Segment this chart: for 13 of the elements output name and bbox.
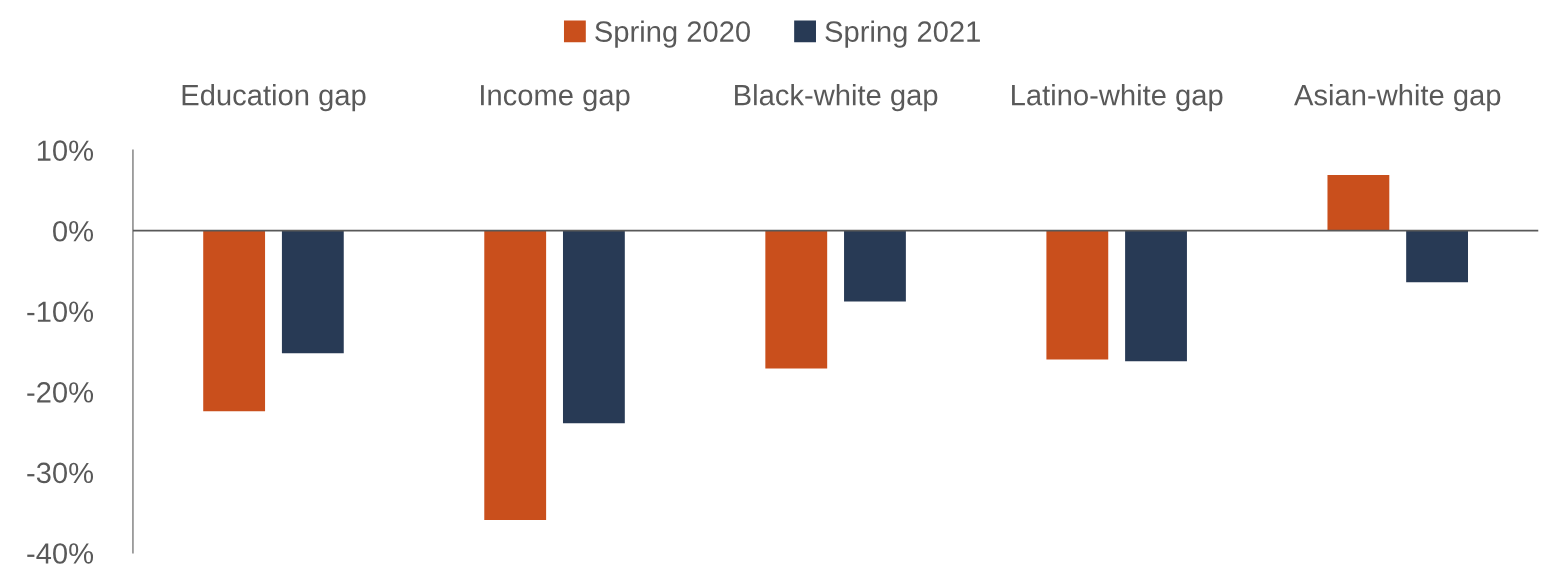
y-tick-label: 10%: [37, 140, 94, 161]
legend-label: Spring 2021: [825, 20, 980, 48]
y-tick-label: -30%: [27, 462, 94, 484]
x-tick-label: Asian-white gap: [1294, 84, 1501, 112]
x-tick-label: Black-white gap: [735, 84, 938, 112]
x-tick-label: Education gap: [182, 84, 366, 112]
y-tick-label: -20%: [27, 382, 94, 403]
legend-label: Spring 2020: [595, 20, 750, 48]
x-tick-label: Latino-white gap: [1012, 84, 1223, 112]
y-tick-label: 0%: [53, 220, 94, 242]
y-tick-label: -10%: [27, 301, 94, 323]
x-tick-label: Income gap: [481, 85, 630, 112]
y-tick-label: -40%: [27, 543, 94, 564]
